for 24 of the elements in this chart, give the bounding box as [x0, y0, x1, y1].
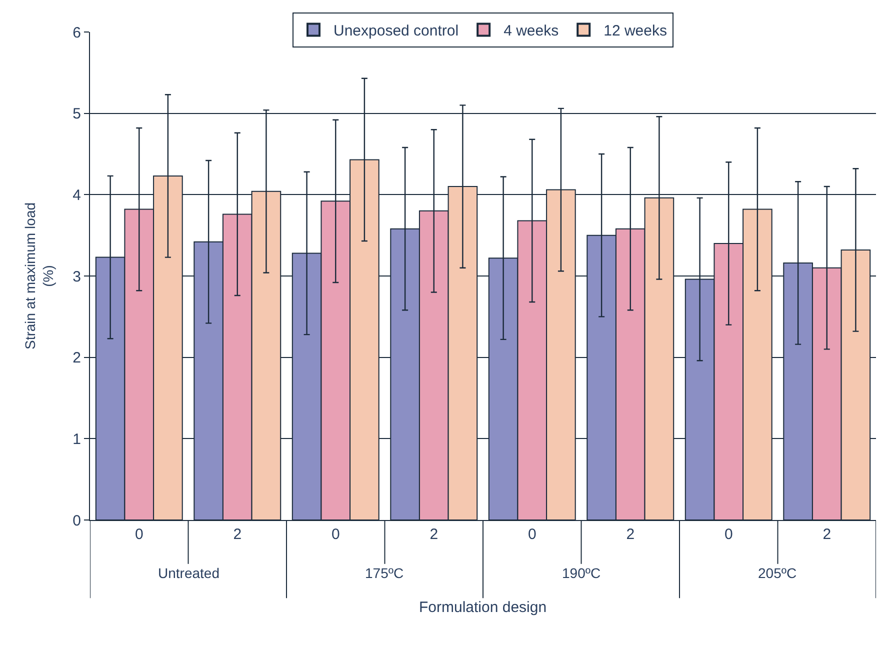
x-tick-label: 2: [233, 526, 242, 543]
y-tick-label: 4: [72, 186, 81, 204]
text: 205ºC: [758, 565, 797, 581]
x-tick-label: 0: [724, 526, 733, 543]
x-tick-label: 0: [134, 526, 144, 543]
x-tick-label: 2: [430, 526, 438, 543]
x-axis-title: Formulation design: [419, 599, 547, 616]
x-tick-label: 2: [626, 526, 635, 543]
y-tick-label: 6: [72, 24, 81, 42]
x-tick-label: 0: [528, 526, 536, 543]
legend-label: 12 weeks: [604, 22, 667, 40]
y-tick-label: 2: [72, 350, 81, 367]
text: 175ºC: [365, 565, 404, 581]
y-tick-label: 5: [72, 106, 81, 123]
y-tick-label: 1: [72, 430, 81, 448]
y-tick-label: 0: [72, 512, 81, 530]
y-axis-title: Strain at maximum load (%): [22, 202, 56, 350]
legend-label: 4 weeks: [504, 22, 559, 40]
y-tick-label: 3: [72, 268, 81, 286]
text: Untreated: [158, 565, 220, 581]
x-tick-label: 2: [822, 526, 832, 543]
text: 190ºC: [562, 565, 601, 581]
legend-label: Unexposed control: [334, 22, 459, 40]
x-tick-label: 0: [331, 526, 340, 543]
